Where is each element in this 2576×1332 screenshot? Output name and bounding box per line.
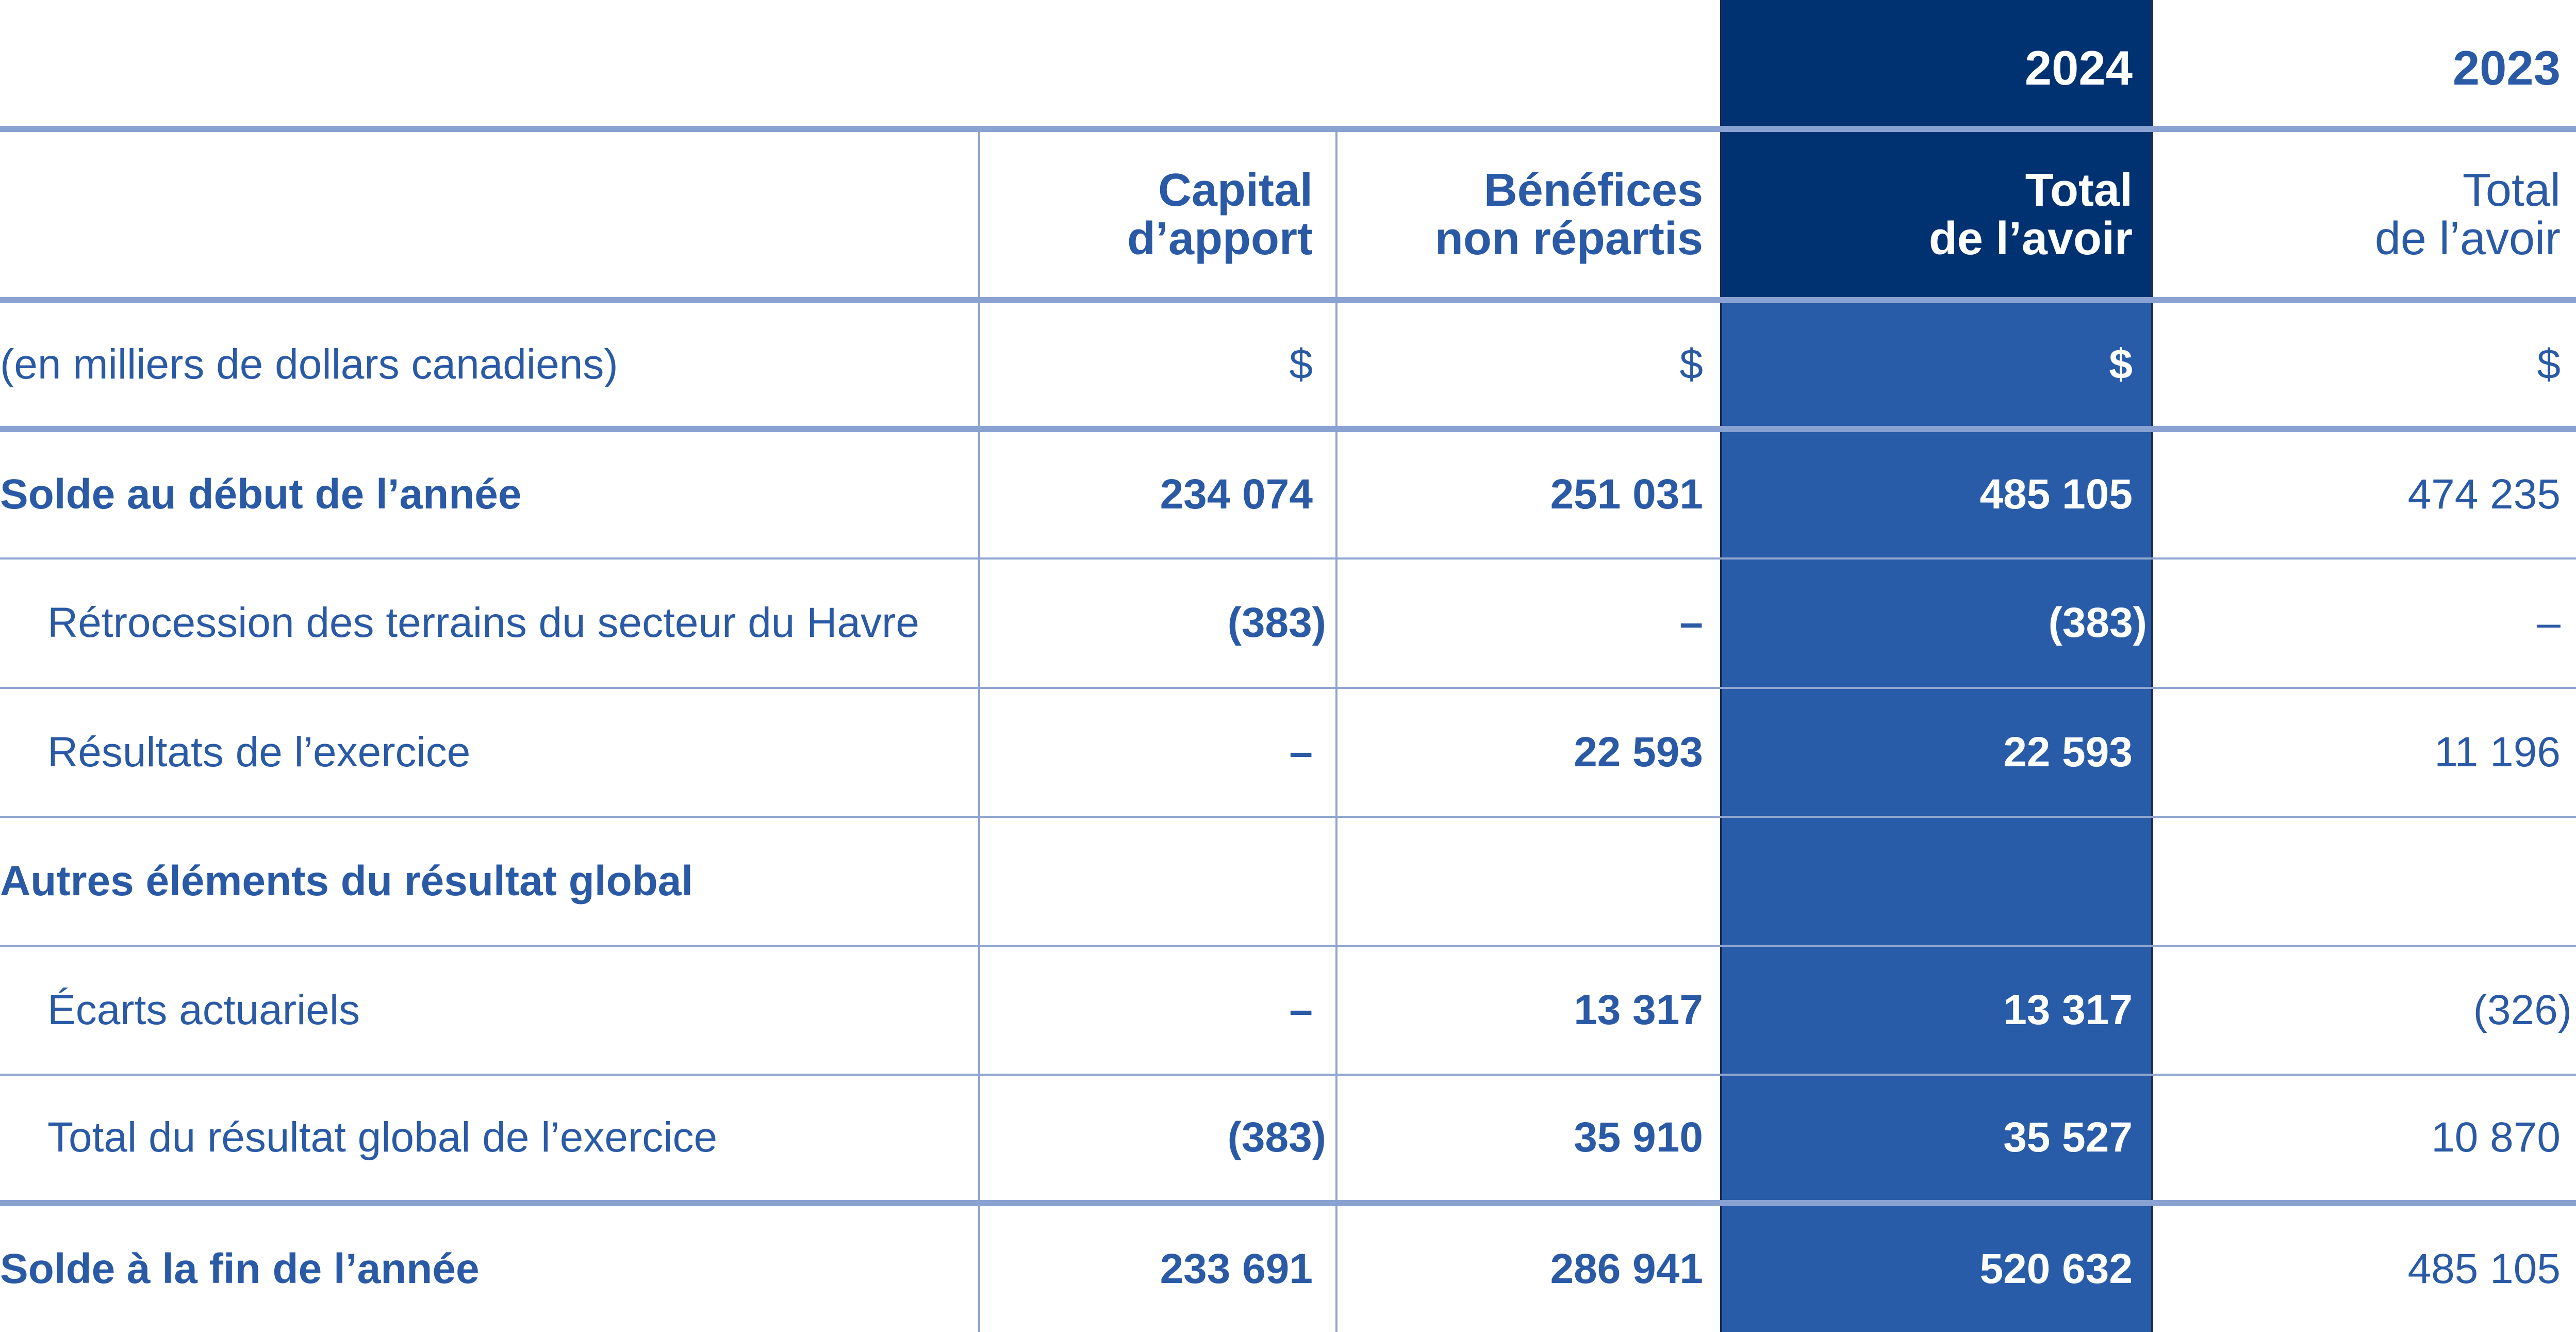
units-label: (en milliers de dollars canadiens)	[0, 340, 618, 388]
column-separator-benefices	[1335, 129, 1337, 1332]
row-label: Total du résultat global de l’exercice	[47, 1114, 718, 1161]
units-previous: $	[2537, 340, 2561, 388]
rule-row-2	[0, 687, 2576, 689]
row-total: 35 527	[2003, 1114, 2133, 1161]
header-total-previous: Total de l’avoir	[2374, 164, 2561, 265]
units-benefices: $	[1679, 340, 1703, 388]
row-previous: 11 196	[2434, 728, 2561, 776]
row-capital: 234 074	[1160, 471, 1313, 518]
row-total: 22 593	[2003, 728, 2133, 776]
current-total-column-bg	[1721, 0, 2153, 1332]
row-total: 13 317	[2003, 986, 2133, 1033]
column-separator-total	[1720, 0, 1722, 1332]
row-label: Écarts actuariels	[47, 986, 360, 1033]
row-label: Résultats de l’exercice	[47, 728, 471, 776]
row-total	[1722, 818, 2133, 945]
rule-under-units	[0, 426, 2576, 432]
row-benefices: 251 031	[1550, 471, 1703, 518]
row-total: 485 105	[1979, 471, 2133, 518]
rule-above-closing	[0, 1200, 2576, 1206]
row-benefices: 286 941	[1550, 1245, 1703, 1292]
row-previous: 485 105	[2407, 1245, 2561, 1292]
rule-row-3	[0, 816, 2576, 818]
current-total-column-header-fill	[1721, 0, 2153, 299]
row-capital: –	[1289, 986, 1313, 1033]
row-benefices: 13 317	[1574, 986, 1703, 1033]
row-capital	[980, 818, 1313, 945]
row-capital: (383)	[1227, 1114, 1326, 1161]
row-label: Solde à la fin de l’année	[0, 1245, 480, 1292]
row-previous	[2153, 818, 2561, 945]
row-label: Solde au début de l’année	[0, 471, 522, 518]
rule-row-4	[0, 945, 2576, 947]
row-total: (383)	[2048, 599, 2147, 647]
header-benefices: Bénéfices non répartis	[1434, 164, 1703, 265]
row-label: Rétrocession des terrains du secteur du …	[47, 599, 919, 647]
column-separator-capital	[978, 129, 980, 1332]
section-label: Autres éléments du résultat global	[0, 857, 693, 905]
row-previous: (326)	[2473, 986, 2572, 1033]
row-capital: (383)	[1227, 599, 1326, 647]
row-benefices: 22 593	[1574, 728, 1703, 776]
row-total: 520 632	[1979, 1245, 2133, 1292]
rule-under-years	[0, 126, 2576, 132]
row-previous: 474 235	[2407, 471, 2561, 518]
row-capital: 233 691	[1160, 1245, 1313, 1292]
header-capital: Capital d’apport	[1127, 164, 1313, 265]
rule-row-5	[0, 1074, 2576, 1076]
row-capital: –	[1289, 728, 1313, 776]
row-benefices: 35 910	[1574, 1114, 1703, 1161]
rule-under-headers	[0, 297, 2576, 303]
row-previous: –	[2537, 599, 2561, 647]
row-previous: 10 870	[2431, 1114, 2561, 1161]
units-capital: $	[1289, 340, 1313, 388]
header-total-current: Total de l’avoir	[1928, 164, 2133, 265]
row-benefices	[1337, 818, 1703, 945]
column-separator-previous	[2151, 0, 2153, 1332]
year-previous: 2023	[2452, 40, 2561, 95]
units-total: $	[2109, 340, 2133, 388]
row-benefices: –	[1679, 599, 1703, 647]
year-current: 2024	[2024, 40, 2133, 95]
rule-row-1	[0, 557, 2576, 560]
